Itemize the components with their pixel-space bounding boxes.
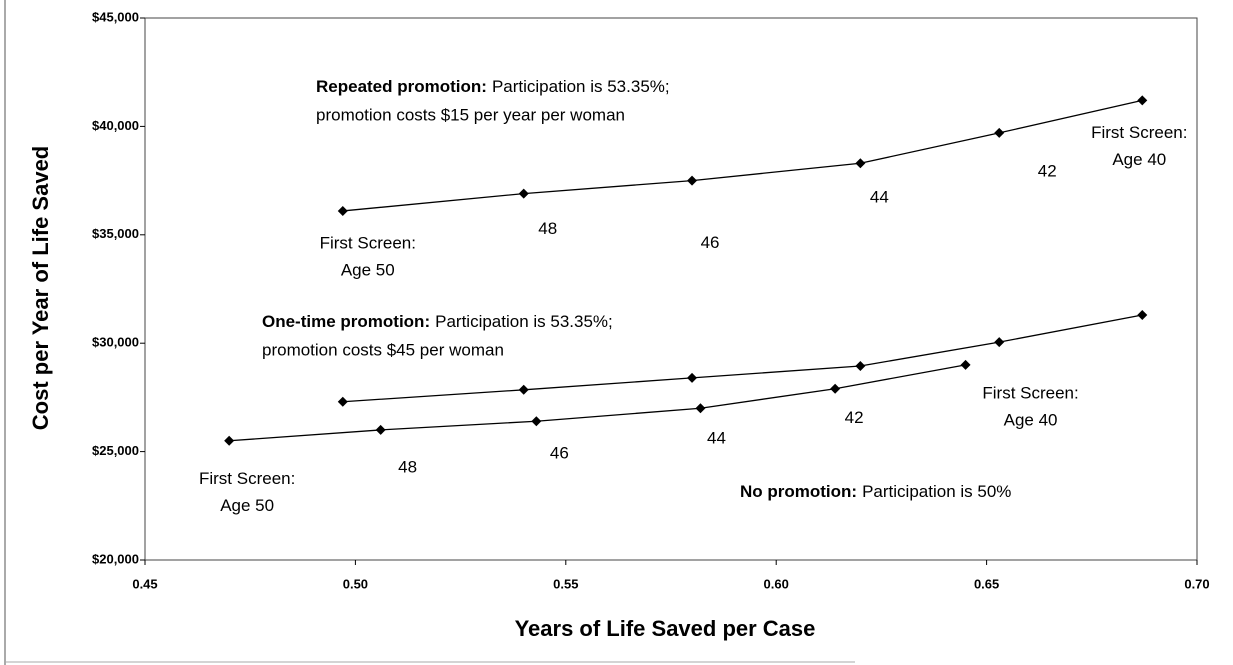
series-note-text: Participation is 50% <box>862 482 1011 501</box>
marker <box>695 403 706 414</box>
point-label: 46 <box>701 233 720 252</box>
marker <box>1137 310 1148 321</box>
x-axis-title: Years of Life Saved per Case <box>515 616 816 641</box>
series-note: Repeated promotion: Participation is 53.3… <box>316 77 670 96</box>
series-note: No promotion: Participation is 50% <box>740 482 1011 501</box>
plot-area <box>144 17 1198 561</box>
marker <box>687 175 698 186</box>
marker <box>224 435 235 446</box>
y-tick-label: $20,000 <box>92 551 139 566</box>
marker <box>518 384 529 395</box>
y-tick-label: $45,000 <box>92 9 139 24</box>
y-tick-label: $25,000 <box>92 443 139 458</box>
marker <box>531 416 542 427</box>
point-label: Age 50 <box>341 260 395 279</box>
series-line <box>342 314 1143 403</box>
point-label: 48 <box>538 219 557 238</box>
series-note-text: Participation is 53.35%; <box>492 77 670 96</box>
marker <box>994 337 1005 348</box>
marker <box>960 359 971 370</box>
point-label: 42 <box>845 408 864 427</box>
point-label: Age 40 <box>1004 410 1058 429</box>
point-label: 44 <box>707 429 726 448</box>
marker <box>855 158 866 169</box>
x-tick-label: 0.70 <box>1184 576 1209 591</box>
point-label: First Screen: <box>199 469 295 488</box>
x-tick-label: 0.50 <box>343 576 368 591</box>
point-label: Age 50 <box>220 496 274 515</box>
point-label: First Screen: <box>320 233 416 252</box>
x-tick-label: 0.65 <box>974 576 999 591</box>
series-note-text: Participation is 53.35%; <box>435 312 613 331</box>
marker <box>375 424 386 435</box>
series-name: No promotion: <box>740 482 857 501</box>
series-line <box>229 364 966 442</box>
series-name: One-time promotion: <box>262 312 430 331</box>
series-note-line2: promotion costs $15 per year per woman <box>316 105 625 124</box>
marker <box>518 188 529 199</box>
y-tick-label: $30,000 <box>92 335 139 350</box>
series-note-line2: promotion costs $45 per woman <box>262 340 504 359</box>
series-name: Repeated promotion: <box>316 77 487 96</box>
marker <box>337 205 348 216</box>
x-tick-label: 0.45 <box>132 576 157 591</box>
marker <box>994 127 1005 138</box>
marker <box>830 383 841 394</box>
y-axis-title: Cost per Year of Life Saved <box>28 146 53 430</box>
point-label: First Screen: <box>982 383 1078 402</box>
point-label: First Screen: <box>1091 123 1187 142</box>
series-note: One-time promotion: Participation is 53.3… <box>262 312 613 331</box>
point-label: 44 <box>870 188 889 207</box>
point-label: 48 <box>398 457 417 476</box>
x-tick-label: 0.55 <box>553 576 578 591</box>
point-label: Age 40 <box>1112 150 1166 169</box>
marker <box>687 372 698 383</box>
marker <box>337 396 348 407</box>
marker <box>1137 95 1148 106</box>
marker <box>855 360 866 371</box>
series-line <box>342 99 1143 212</box>
y-tick-label: $40,000 <box>92 118 139 133</box>
point-label: 46 <box>550 444 569 463</box>
y-tick-label: $35,000 <box>92 226 139 241</box>
x-tick-label: 0.60 <box>764 576 789 591</box>
point-label: 42 <box>1038 161 1057 180</box>
